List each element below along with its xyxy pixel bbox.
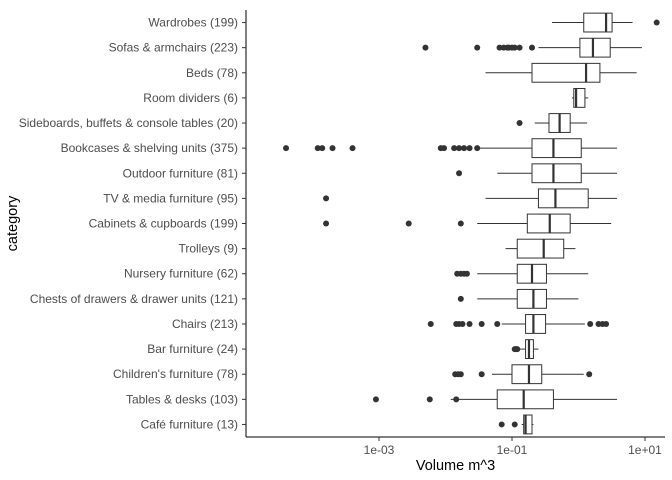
box (496, 389, 554, 410)
box-group (452, 364, 593, 385)
outlier-point (516, 120, 523, 127)
category-label: Nursery furniture (62) (124, 267, 238, 281)
box (516, 288, 547, 309)
category-label: Tables & desks (103) (126, 392, 238, 406)
outlier-point (427, 320, 434, 327)
outlier-point (466, 320, 473, 327)
outlier-point (457, 295, 464, 302)
outlier-point (457, 371, 464, 378)
box-group (422, 37, 642, 58)
outlier-point (474, 145, 481, 152)
x-axis-title: Volume m^3 (416, 458, 495, 474)
outlier-point (514, 346, 521, 353)
box-group (552, 12, 660, 33)
category-label: Beds (78) (186, 66, 238, 80)
outlier-point (587, 320, 594, 327)
outlier-point (478, 371, 485, 378)
box (511, 364, 543, 385)
outlier-point (323, 220, 330, 227)
box-group (516, 113, 588, 133)
category-label: Children's furniture (78) (113, 367, 238, 381)
box (523, 414, 533, 435)
box (537, 188, 589, 209)
box-group (454, 263, 589, 284)
category-label: Sideboards, buffets & console tables (20… (19, 116, 238, 130)
outlier-point (511, 421, 518, 428)
box-group (457, 288, 579, 309)
outlier-point (314, 145, 321, 152)
category-labels: Wardrobes (199) Sofas & armchairs (223) Be… (19, 16, 246, 431)
category-label: Bar furniture (24) (147, 342, 238, 356)
outlier-point (459, 320, 466, 327)
outlier-point (456, 145, 463, 152)
outlier-point (319, 145, 326, 152)
category-label: Sofas & armchairs (223) (109, 41, 238, 55)
outlier-point (323, 195, 330, 202)
y-axis-title: category (5, 195, 21, 251)
outlier-point (586, 371, 593, 378)
category-label: Chests of drawers & drawer units (121) (30, 292, 238, 306)
category-label: Chairs (213) (172, 317, 238, 331)
outlier-point (329, 145, 336, 152)
box-group (505, 238, 576, 259)
box (531, 62, 601, 83)
box-group (511, 339, 539, 360)
category-label: Trolleys (9) (178, 242, 238, 256)
x-tick-label: 1e-03 (364, 443, 395, 457)
outlier-point (453, 396, 460, 403)
outlier-point (511, 44, 518, 51)
box (516, 238, 565, 259)
category-label: Wardrobes (199) (148, 16, 238, 30)
x-axis-ticks: 1e-03 1e-01 1e+01 (364, 437, 662, 457)
category-label: Bookcases & shelving units (375) (61, 141, 238, 155)
outlier-point (603, 320, 610, 327)
category-label: Outdoor furniture (81) (123, 166, 238, 180)
category-label: Café furniture (13) (141, 417, 238, 431)
outlier-point (463, 270, 470, 277)
box-group (323, 213, 612, 234)
box-group (456, 163, 618, 184)
outlier-point (474, 44, 481, 51)
category-label: Room dividers (6) (143, 91, 238, 105)
outlier-point (498, 421, 505, 428)
box-group (498, 414, 534, 435)
box-group (485, 62, 637, 83)
box-group (323, 188, 618, 209)
outlier-point (516, 44, 523, 51)
outlier-point (457, 220, 464, 227)
outlier-point (529, 44, 536, 51)
box (579, 37, 611, 58)
outlier-point (283, 145, 290, 152)
outlier-point (405, 220, 412, 227)
outlier-point (496, 44, 503, 51)
category-label: Cabinets & cupboards (199) (89, 217, 238, 231)
outlier-point (653, 19, 660, 26)
box (525, 314, 547, 334)
box (531, 138, 582, 159)
box-group (283, 138, 618, 159)
outlier-point (349, 145, 356, 152)
box-group (372, 389, 618, 410)
outlier-point (494, 320, 501, 327)
outlier-point (456, 170, 463, 177)
box-group (427, 314, 610, 334)
box (573, 87, 586, 108)
plot-marks (283, 12, 660, 435)
outlier-point (426, 396, 433, 403)
outlier-point (451, 145, 458, 152)
outlier-point (461, 145, 468, 152)
outlier-point (441, 145, 448, 152)
box (583, 12, 613, 33)
category-label: TV & media furniture (95) (103, 191, 238, 205)
outlier-point (372, 396, 379, 403)
outlier-point (478, 320, 485, 327)
outlier-point (466, 145, 473, 152)
x-tick-label: 1e+01 (628, 443, 662, 457)
outlier-point (422, 44, 429, 51)
x-tick-label: 1e-01 (497, 443, 528, 457)
box (531, 163, 582, 184)
box-group (572, 87, 589, 108)
